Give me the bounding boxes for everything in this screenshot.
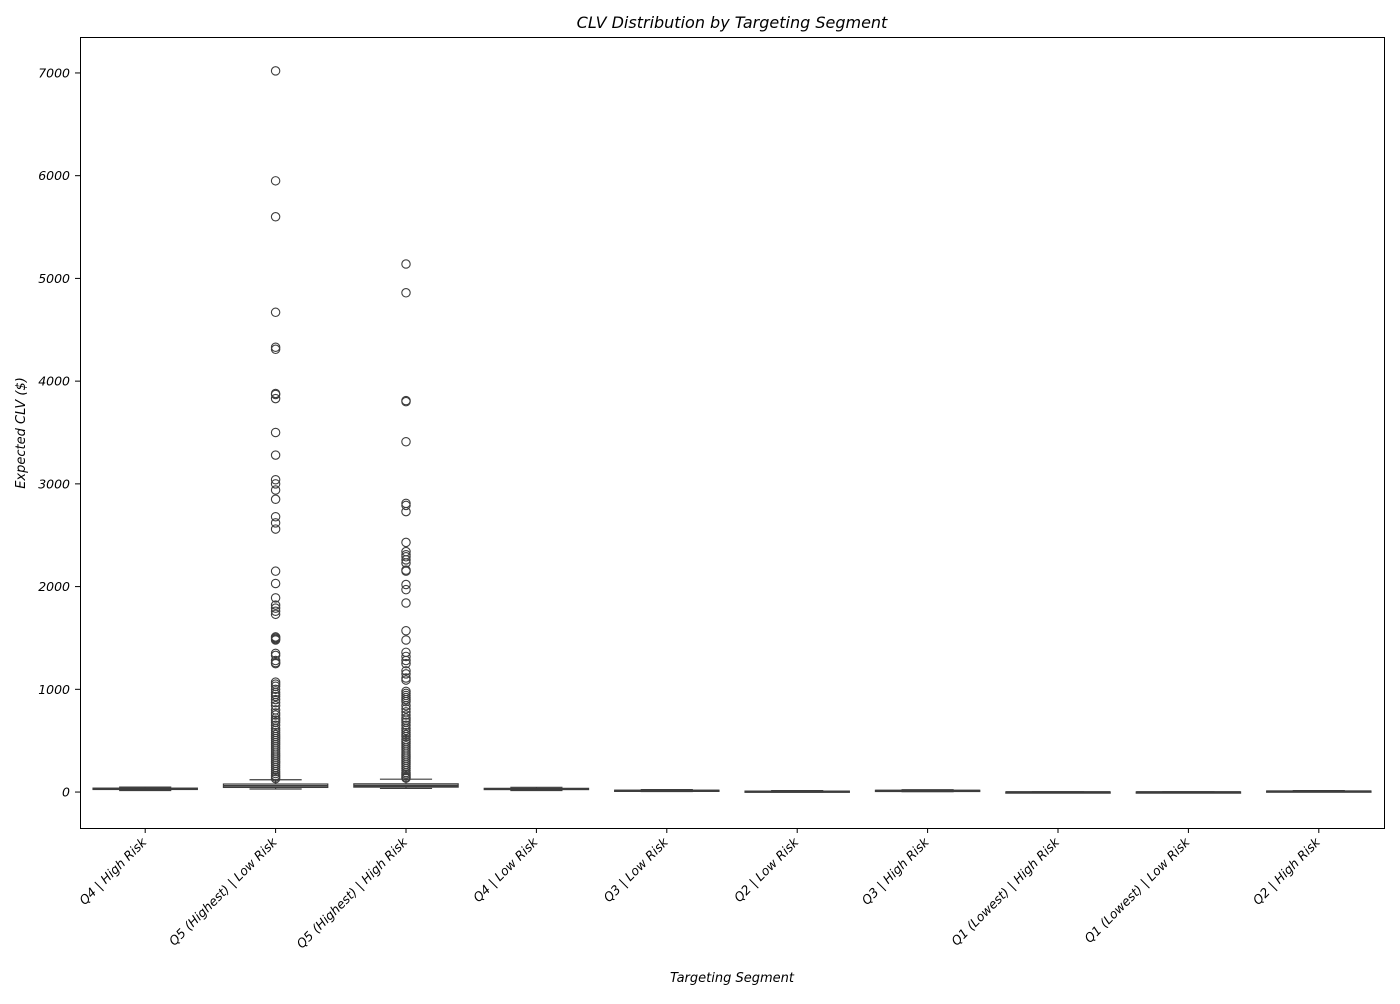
y-tick-label: 4000 — [38, 374, 70, 389]
outlier-point — [270, 176, 281, 186]
chart-title: CLV Distribution by Targeting Segment — [577, 13, 888, 32]
x-tick-label: Q4 | High Risk — [76, 834, 150, 908]
outlier-point — [270, 635, 281, 645]
outlier-point — [401, 259, 411, 269]
outlier-point — [270, 524, 281, 534]
outlier-point — [401, 436, 411, 447]
outlier-point — [401, 506, 411, 517]
outlier-point — [270, 511, 281, 522]
x-tick-label: Q5 (Highest) | High Risk — [293, 834, 410, 951]
outlier-point — [401, 566, 411, 576]
x-tick-label: Q2 | High Risk — [1250, 834, 1324, 908]
outlier-point — [401, 651, 411, 662]
outlier-point — [270, 66, 281, 76]
outlier-point — [401, 666, 411, 676]
outlier-point — [270, 773, 281, 784]
outlier-point — [270, 606, 281, 616]
outlier-point — [401, 773, 411, 783]
outlier-point — [270, 691, 281, 702]
outlier-point — [401, 598, 411, 608]
outlier-point — [401, 498, 411, 509]
outlier-point — [270, 485, 281, 495]
x-tick-label: Q3 | High Risk — [858, 834, 932, 908]
outlier-point — [270, 389, 281, 400]
outlier-point — [270, 427, 281, 438]
x-tick-label: Q2 | Low Risk — [731, 834, 802, 905]
outlier-point — [270, 603, 281, 613]
y-tick-label: 3000 — [38, 476, 70, 491]
y-tick-label: 2000 — [38, 579, 70, 594]
outlier-point — [401, 731, 411, 742]
outlier-point — [401, 704, 411, 714]
x-tick-label: Q5 (Highest) | Low Risk — [166, 834, 281, 949]
outlier-point — [401, 626, 411, 636]
outlier-point — [270, 479, 281, 489]
outlier-point — [270, 694, 281, 705]
x-tick-label: Q3 | Low Risk — [600, 834, 671, 905]
x-axis-label: Targeting Segment — [670, 971, 795, 986]
outlier-point — [270, 578, 281, 589]
outlier-point — [401, 658, 411, 669]
outlier-point — [270, 307, 281, 318]
x-tick-label: Q1 (Lowest) | Low Risk — [1081, 834, 1193, 946]
outlier-point — [270, 566, 281, 576]
y-tick-label: 7000 — [38, 65, 70, 80]
y-tick-label: 1000 — [38, 682, 70, 697]
outlier-point — [270, 600, 281, 610]
outlier-point — [401, 555, 411, 565]
outlier-point — [401, 288, 411, 298]
outlier-point — [270, 344, 281, 355]
outlier-point — [401, 579, 411, 590]
outlier-point — [270, 393, 281, 404]
outlier-point — [270, 697, 281, 708]
outlier-point — [270, 518, 281, 528]
outlier-point — [401, 710, 411, 720]
plot-area: 0 1000 2000 3000 4000 5000 6000 7000 Q4 | High R… — [38, 65, 1372, 951]
x-tick-label: Q1 (Lowest) | High Risk — [948, 834, 1063, 949]
y-axis-label: Expected CLV ($) — [14, 377, 29, 489]
outlier-point — [401, 635, 411, 645]
y-tick-label: 6000 — [38, 168, 70, 183]
outlier-point — [401, 701, 411, 711]
outlier-point — [401, 396, 411, 407]
outlier-point — [401, 696, 411, 707]
outlier-point — [401, 584, 411, 595]
outlier-point — [270, 720, 281, 731]
plot-frame — [80, 37, 1385, 829]
outlier-point — [401, 675, 411, 685]
outlier-point — [401, 655, 411, 666]
outlier-point — [270, 658, 281, 669]
outlier-point — [270, 475, 281, 485]
outlier-point — [270, 710, 281, 720]
outlier-point — [401, 720, 411, 731]
outlier-point — [270, 212, 281, 222]
outlier-point — [270, 684, 281, 695]
outlier-point — [401, 500, 411, 511]
outlier-point — [270, 342, 281, 352]
outlier-point — [270, 609, 281, 620]
x-tick-label: Q4 | Low Risk — [470, 834, 541, 905]
outlier-point — [401, 669, 411, 679]
outlier-point — [270, 494, 281, 505]
y-tick-label: 0 — [62, 785, 70, 800]
outlier-point — [401, 552, 411, 562]
outlier-point — [401, 537, 411, 548]
outlier-point — [270, 450, 281, 460]
outlier-point — [270, 701, 281, 711]
outlier-point — [270, 593, 281, 603]
y-tick-label: 5000 — [38, 271, 70, 286]
